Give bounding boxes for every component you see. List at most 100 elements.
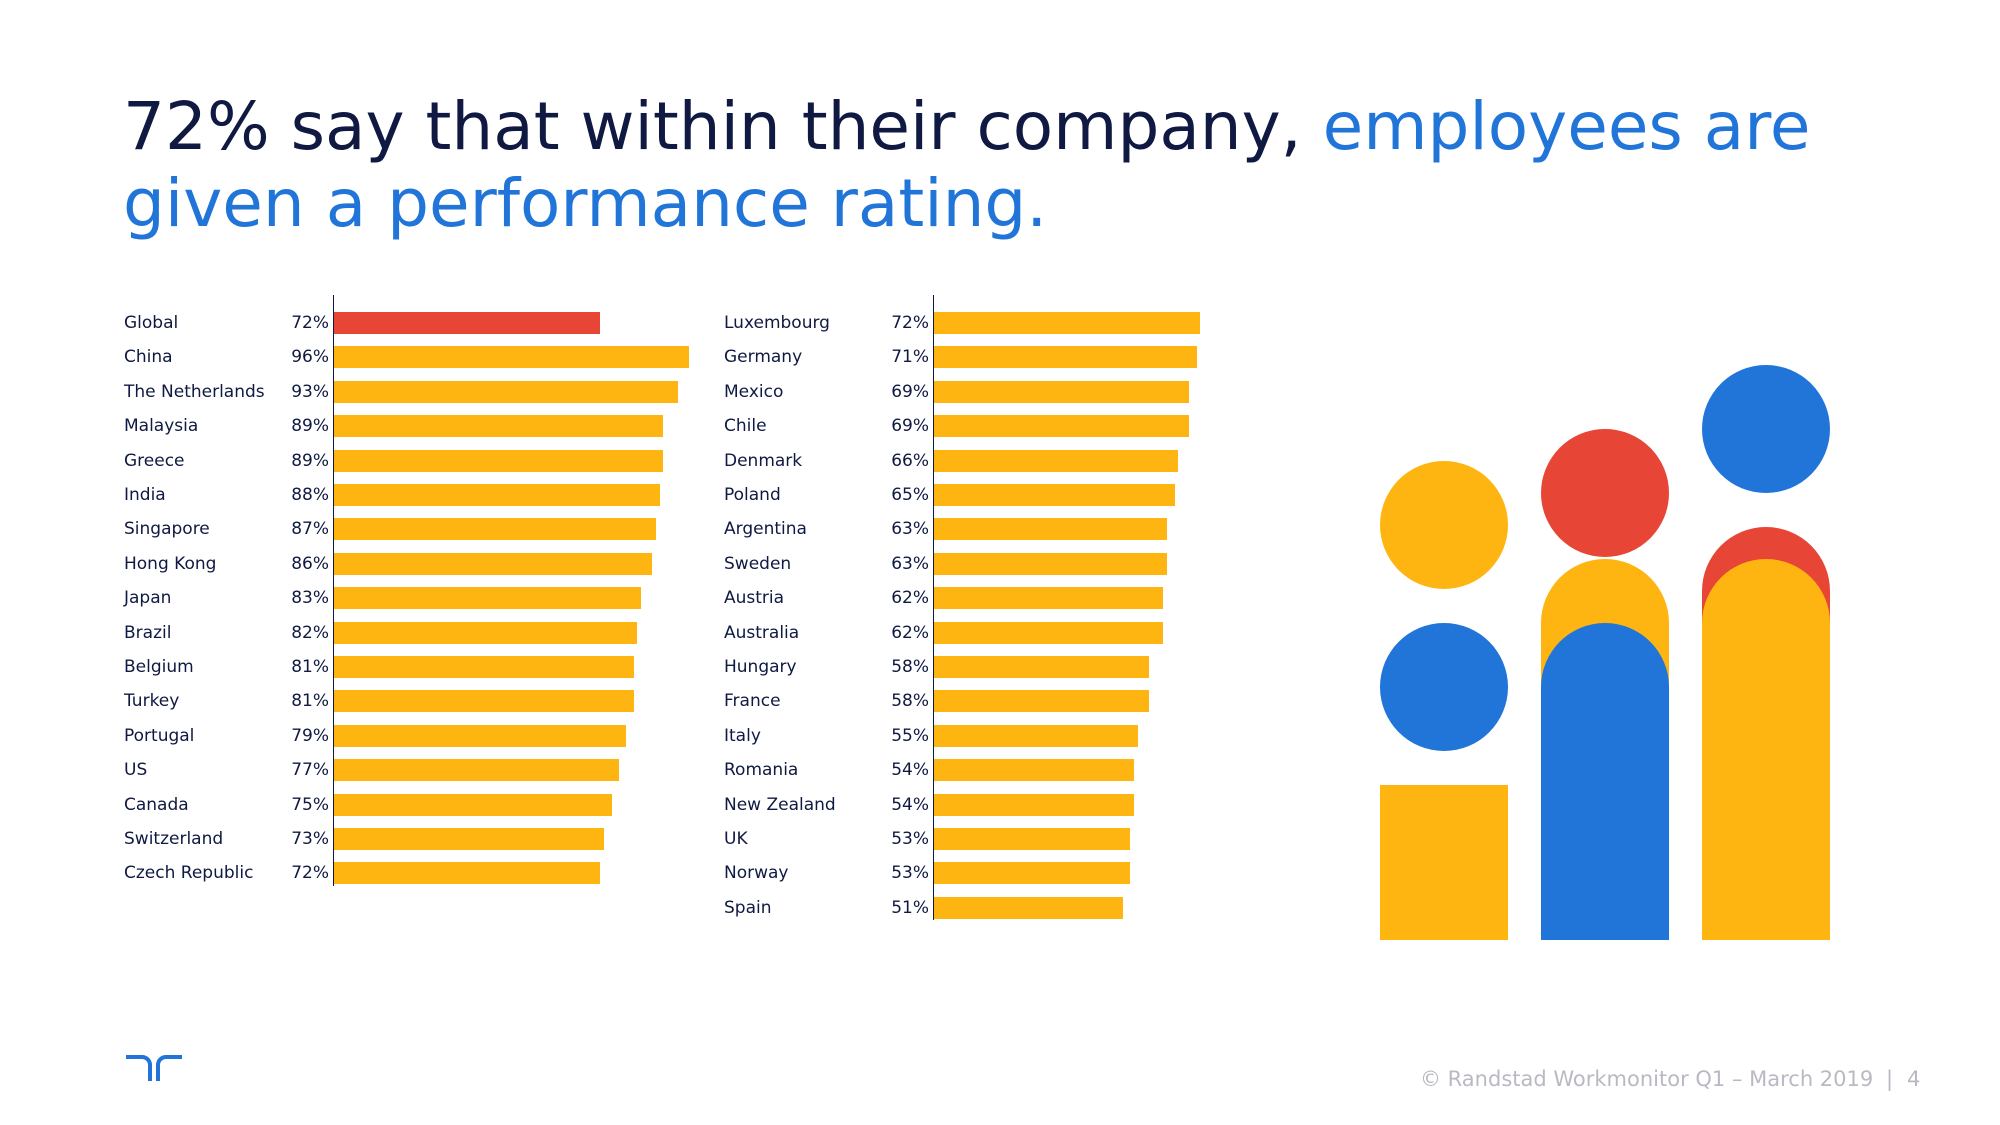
category-label: Poland [724,485,781,505]
bar [934,828,1131,850]
value-label: 53% [891,829,929,849]
value-label: 71% [891,347,929,368]
bar [934,656,1149,678]
bar [334,862,601,885]
category-label: India [124,485,166,505]
bar [334,346,690,369]
value-label: 72% [891,313,929,333]
value-label: 73% [291,829,329,849]
bar [334,518,656,541]
bar [334,656,634,678]
bar [334,759,619,782]
bar [934,621,1164,644]
bar [934,862,1131,885]
value-label: 54% [891,760,929,781]
bar-chart-left: Global 72% China 96% The Netherlands 93% Malay… [124,295,704,907]
bar [334,484,660,506]
chart-row: Poland 65% [724,477,1224,511]
chart-row: Luxembourg 72% [724,305,1224,339]
bar [934,449,1179,472]
bar [334,415,664,438]
value-label: 54% [891,794,929,815]
chart-row: India 88% [124,477,704,511]
chart-row: Switzerland 73% [124,821,704,855]
bar [934,380,1190,403]
value-label: 81% [291,691,329,712]
bar [334,793,612,816]
chart-row: Austria 62% [724,580,1224,614]
bar [934,587,1164,610]
chart-row: Portugal 79% [124,718,704,752]
value-label: 58% [891,691,929,712]
bar [334,380,679,403]
category-label: Canada [124,794,189,815]
value-label: 69% [891,381,929,402]
footer: © Randstad Workmonitor Q1 – March 2019 |… [1420,1067,1920,1091]
chart-row: UK 53% [724,821,1224,855]
chart-row: Singapore 87% [124,511,704,545]
category-label: Argentina [724,519,807,540]
bar [934,896,1123,919]
chart-row: Norway 53% [724,855,1224,889]
value-label: 75% [291,794,329,815]
bar [334,621,638,644]
chart-row: Australia 62% [724,615,1224,649]
chart-row: Denmark 66% [724,443,1224,477]
value-label: 79% [291,725,329,746]
bar [934,552,1168,575]
value-label: 82% [291,622,329,643]
title-part-2-highlight: employees are given a performance rating… [123,88,1811,242]
category-label: US [124,760,148,781]
chart-row: Belgium 81% [124,649,704,683]
value-label: 72% [291,863,329,884]
category-label: Hong Kong [124,553,217,574]
category-label: Hungary [724,657,797,677]
value-label: 62% [891,588,929,609]
chart-row: Mexico 69% [724,374,1224,408]
chart-axis-line [933,295,934,921]
category-label: Global [124,313,179,333]
value-label: 86% [291,553,329,574]
category-label: Austria [724,588,785,609]
chart-row: Japan 83% [124,580,704,614]
value-label: 53% [891,863,929,884]
value-label: 93% [291,381,329,402]
category-label: Sweden [724,553,792,574]
people-figures-icon [1380,365,1830,940]
category-label: Japan [124,588,172,609]
page-title: 72% say that within their company, emplo… [123,88,1903,242]
value-label: 51% [891,897,929,918]
chart-row: Canada 75% [124,787,704,821]
chart-row: The Netherlands 93% [124,374,704,408]
value-label: 88% [291,485,329,505]
title-part-1: 72% say that within their company, [123,88,1323,165]
chart-row: Sweden 63% [724,546,1224,580]
category-label: Spain [724,897,772,918]
bar [934,312,1201,334]
chart-row: Czech Republic 72% [124,855,704,889]
page-number: 4 [1907,1067,1921,1091]
value-label: 55% [891,725,929,746]
category-label: Romania [724,760,799,781]
category-label: Turkey [124,691,180,712]
chart-row: Hungary 58% [724,649,1224,683]
category-label: The Netherlands [124,381,265,402]
category-label: Singapore [124,519,210,540]
bar [934,518,1168,541]
bar-chart-right: Luxembourg 72% Germany 71% Mexico 69% Chile 69%… [724,295,1224,941]
chart-row: New Zealand 54% [724,787,1224,821]
category-label: China [124,347,173,368]
value-label: 65% [891,485,929,505]
bar [934,346,1197,369]
value-label: 69% [891,416,929,437]
bar [934,484,1175,506]
chart-row: China 96% [124,339,704,373]
chart-row: Malaysia 89% [124,408,704,442]
chart-row: Brazil 82% [124,615,704,649]
category-label: Malaysia [124,416,199,437]
value-label: 96% [291,347,329,368]
category-label: Australia [724,622,800,643]
category-label: New Zealand [724,794,836,815]
bar [334,312,601,334]
chart-row: Germany 71% [724,339,1224,373]
